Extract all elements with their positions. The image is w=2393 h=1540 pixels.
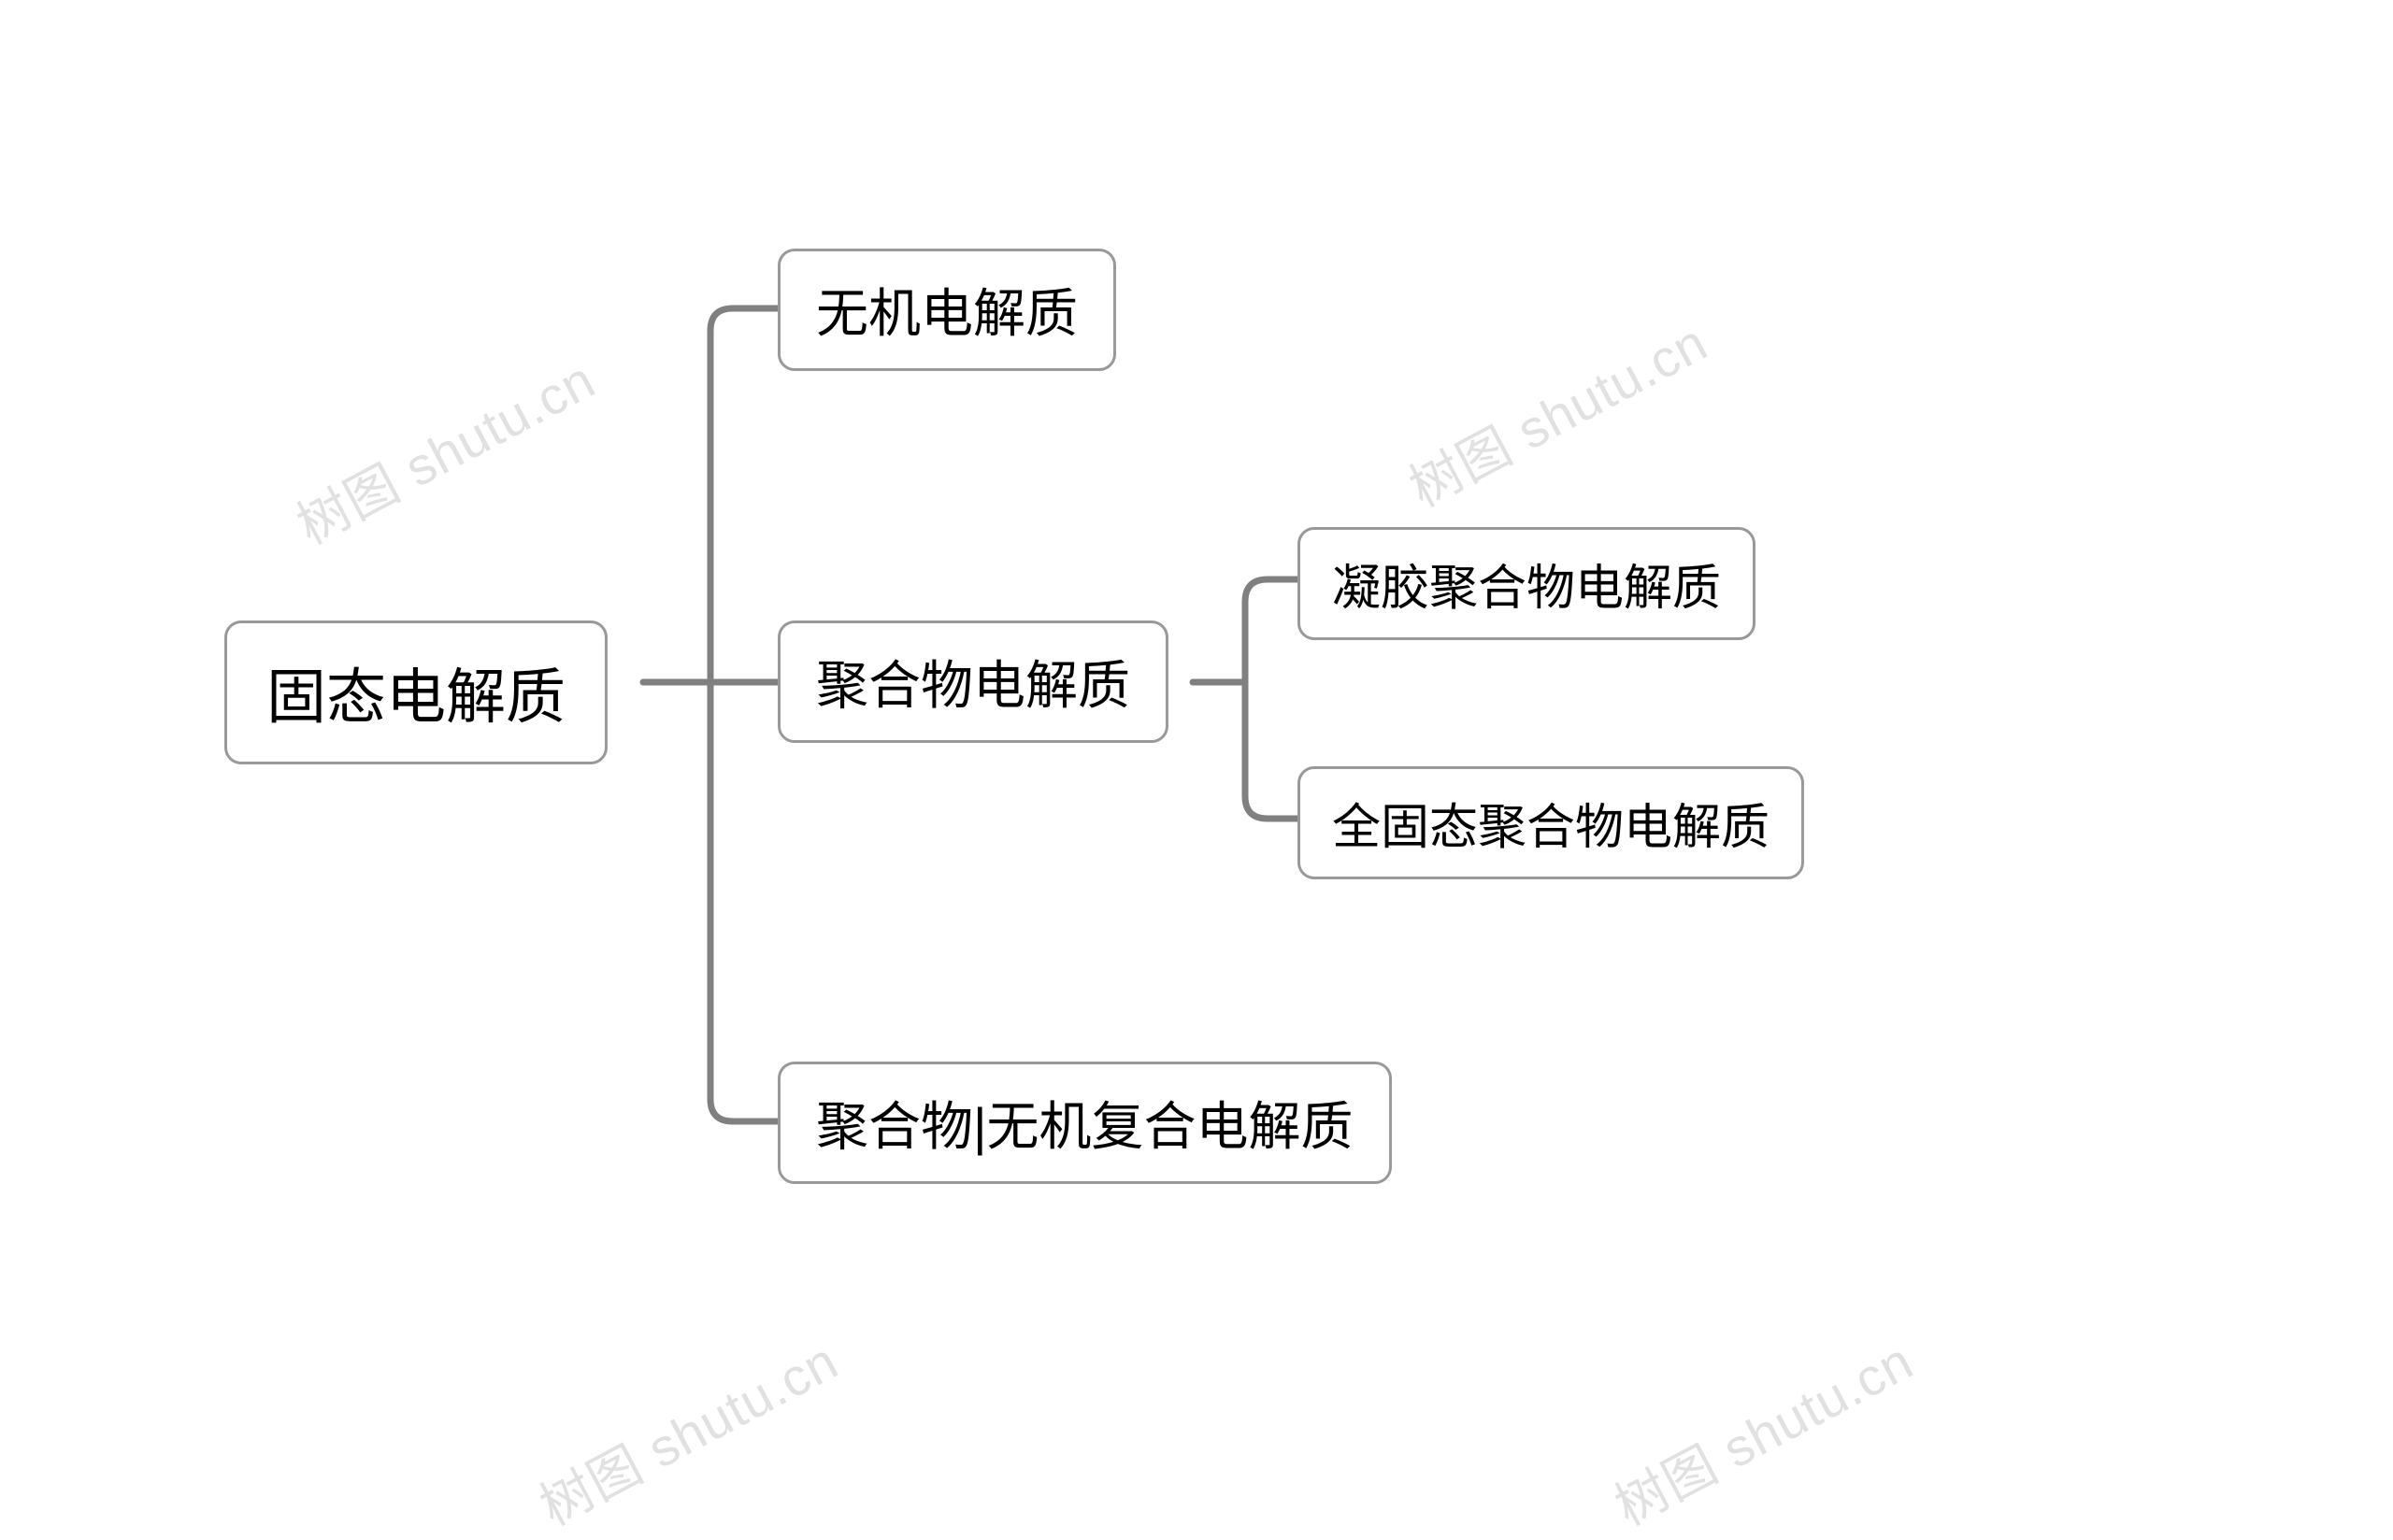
diagram-canvas: 固态电解质 无机电解质 聚合物电解质 聚合物|无机复合电解质 凝胶聚合物电解质 … xyxy=(0,0,2393,1428)
node-label: 聚合物|无机复合电解质 xyxy=(816,1085,1354,1161)
node-label: 全固态聚合物电解质 xyxy=(1332,788,1770,858)
watermark: 树图 shutu.cn xyxy=(1394,302,1718,522)
watermark: 树图 shutu.cn xyxy=(524,1320,849,1540)
level1-node-inorganic: 无机电解质 xyxy=(778,249,1116,371)
root-label: 固态电解质 xyxy=(266,649,566,735)
watermark: 树图 shutu.cn xyxy=(281,339,606,560)
level1-node-composite: 聚合物|无机复合电解质 xyxy=(778,1062,1392,1184)
node-label: 凝胶聚合物电解质 xyxy=(1332,549,1721,619)
level2-node-allsolid: 全固态聚合物电解质 xyxy=(1297,766,1804,879)
level1-node-polymer: 聚合物电解质 xyxy=(778,620,1168,743)
level2-node-gel: 凝胶聚合物电解质 xyxy=(1297,527,1755,640)
node-label: 无机电解质 xyxy=(816,272,1078,348)
node-label: 聚合物电解质 xyxy=(816,644,1130,720)
watermark: 树图 shutu.cn xyxy=(1599,1320,1924,1540)
root-node: 固态电解质 xyxy=(224,620,608,764)
